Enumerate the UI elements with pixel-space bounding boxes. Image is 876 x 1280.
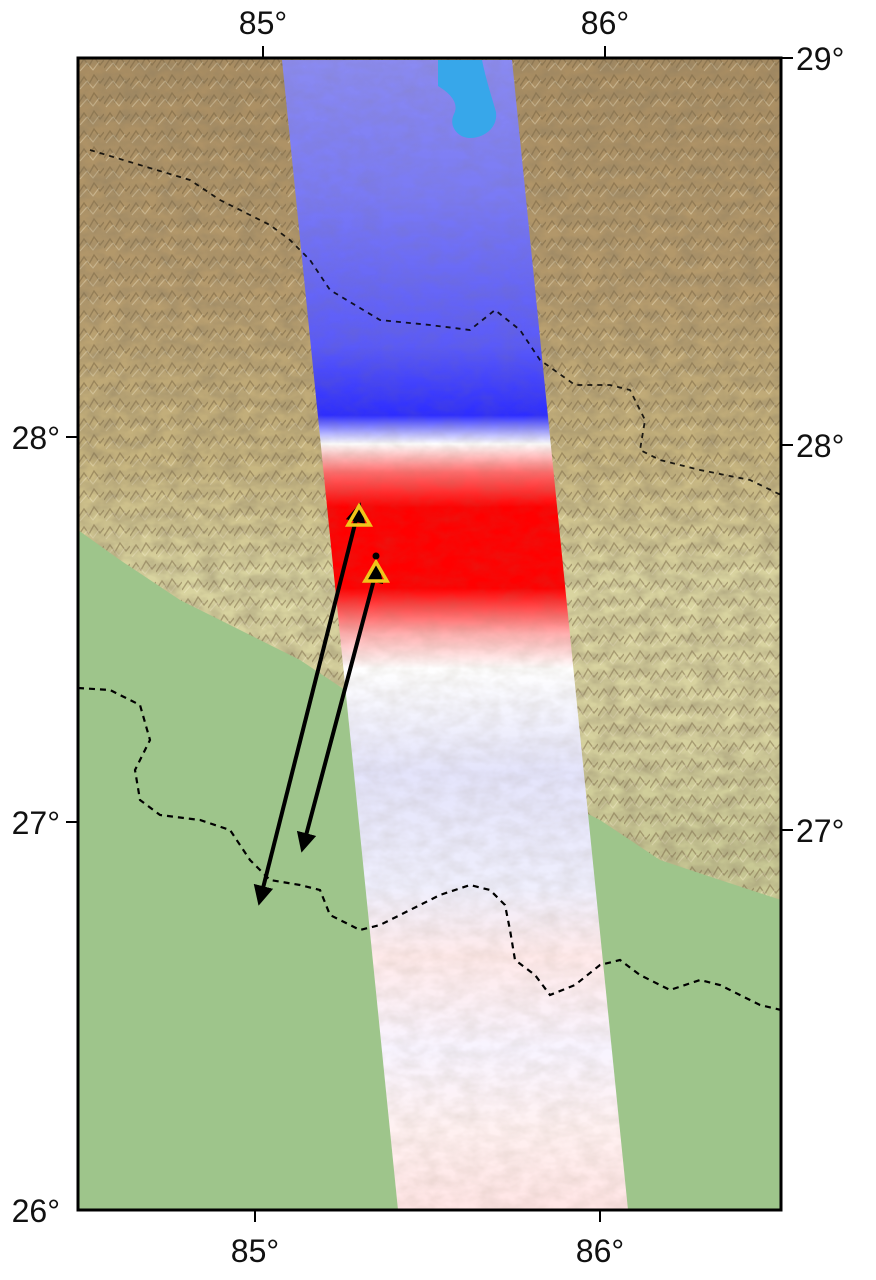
northern-border [89,149,781,496]
top-longitude-label-86: 86° [581,5,629,41]
national-border [78,686,781,1012]
top-longitude-label-85: 85° [239,5,287,41]
bottom-longitude-label-85: 85° [231,1233,279,1269]
left-latitude-label-26: 26° [12,1193,60,1229]
left-latitude-label-27: 27° [12,805,60,841]
map-frame [76,56,783,1212]
tick-marks [66,46,793,1222]
right-latitude-label-27: 27° [796,813,844,849]
bottom-longitude-label-86: 86° [576,1233,624,1269]
right-latitude-label-29: 29° [796,41,844,77]
left-latitude-label-28: 28° [12,420,60,456]
station-marker-south [361,558,391,583]
lake [438,60,497,138]
look-direction-arrow-east [296,562,384,853]
right-latitude-label-28: 28° [796,428,844,464]
station-marker-north [344,502,374,527]
epicenter-dot [372,552,380,560]
